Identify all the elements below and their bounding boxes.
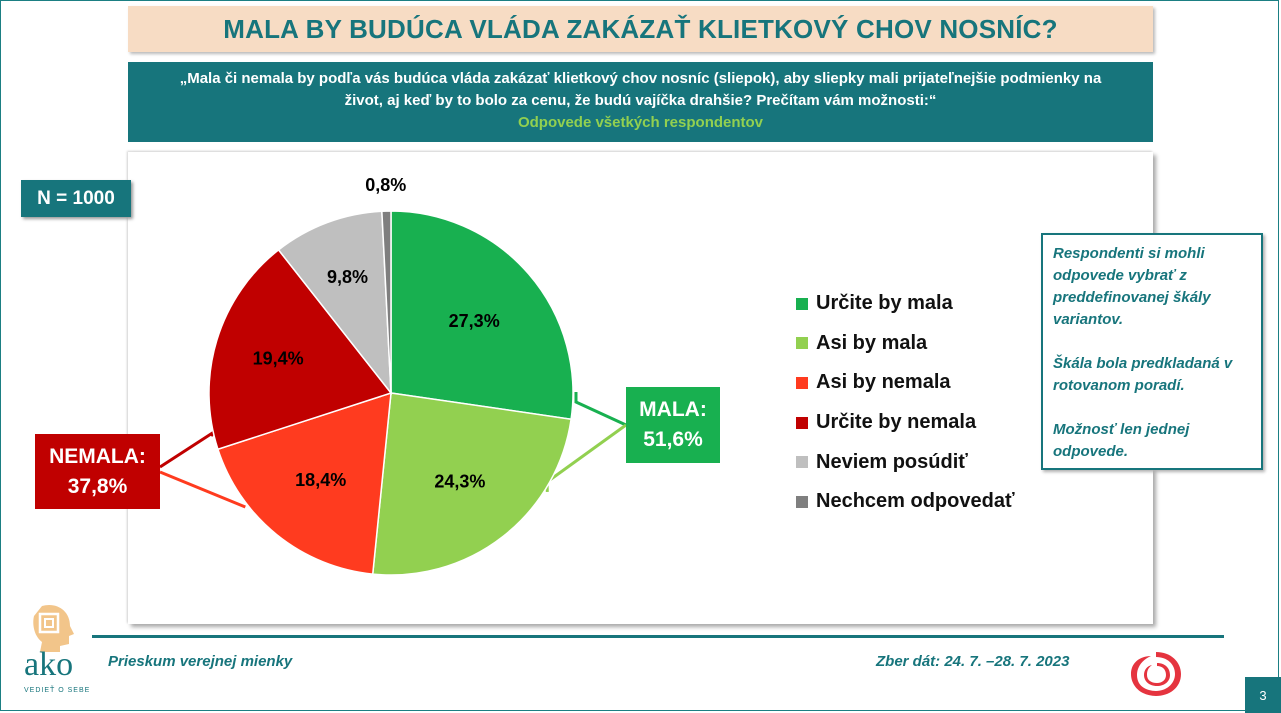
legend-swatch	[796, 495, 808, 508]
slide-title: MALA BY BUDÚCA VLÁDA ZAKÁZAŤ KLIETKOVÝ C…	[223, 13, 1058, 44]
nemala-connector-light	[159, 470, 246, 509]
mala-connector-dark	[574, 391, 627, 427]
legend-swatch	[796, 456, 808, 469]
pie-slice-6	[381, 210, 392, 394]
pie-slice-label-3: 18,4%	[295, 470, 346, 490]
legend-label: Určite by mala	[816, 292, 953, 315]
mala-label: MALA:	[639, 398, 707, 421]
pie-slice-1	[390, 210, 574, 421]
pie-slice-label-2: 24,3%	[434, 471, 485, 491]
pie-slice-label-5: 9,8%	[327, 267, 368, 287]
ako-logo-text: ako	[24, 646, 74, 683]
methodology-note: Respondenti si mohli odpovede vybrať z p…	[1041, 233, 1263, 470]
question-box: „Mala či nemala by podľa vás budúca vlád…	[128, 62, 1153, 142]
question-subtitle: Odpovede všetkých respondentov	[517, 114, 764, 131]
pie-slice-3	[216, 391, 392, 575]
title-banner: MALA BY BUDÚCA VLÁDA ZAKÁZAŤ KLIETKOVÝ C…	[128, 6, 1153, 52]
pie-slice-5	[277, 210, 392, 396]
mala-total-box: MALA: 51,6%	[626, 387, 720, 463]
pie-slice-label-6: 0,8%	[365, 175, 406, 195]
swirl-logo-icon	[1131, 652, 1181, 696]
sample-size-badge: N = 1000	[21, 180, 131, 217]
legend-label: Nechcem odpovedať	[816, 490, 1015, 513]
legend-swatch	[796, 297, 808, 310]
pie-slice-4	[208, 248, 393, 451]
legend-item: Určite by mala	[796, 284, 1015, 324]
question-line-1: „Mala či nemala by podľa vás budúca vlád…	[179, 70, 1102, 87]
legend-item: Asi by nemala	[796, 363, 1015, 403]
pie-slice-label-4: 19,4%	[253, 349, 304, 369]
note-paragraph-3: Možnosť len jednej odpovede.	[1053, 421, 1190, 460]
ako-head-logo-icon	[33, 604, 74, 652]
note-paragraph-2: Škála bola predkladaná v rotovanom porad…	[1053, 355, 1233, 394]
footer-divider	[92, 635, 1224, 638]
pie-slice-2	[371, 392, 572, 576]
footer-survey-name: Prieskum verejnej mienky	[108, 653, 293, 670]
legend-swatch	[796, 376, 808, 389]
footer-collection-date: Zber dát: 24. 7. –28. 7. 2023	[876, 653, 1070, 670]
legend-label: Asi by mala	[816, 331, 928, 354]
legend-swatch	[796, 416, 808, 429]
legend-swatch	[796, 337, 808, 350]
nemala-connector-dark	[159, 430, 216, 469]
page-number: 3	[1245, 677, 1281, 713]
legend-item: Určite by nemala	[796, 403, 1015, 443]
note-paragraph-1: Respondenti si mohli odpovede vybrať z p…	[1053, 245, 1211, 328]
legend-item: Nechcem odpovedať	[796, 482, 1015, 522]
nemala-value: 37,8%	[67, 474, 128, 498]
chart-legend: Určite by mala Asi by mala Asi by nemala Ur…	[796, 284, 1015, 522]
legend-item: Neviem posúdiť	[796, 442, 1015, 482]
legend-label: Určite by nemala	[816, 411, 977, 434]
nemala-total-box: NEMALA: 37,8%	[35, 434, 160, 509]
mala-value: 51,6%	[643, 428, 703, 451]
legend-item: Asi by mala	[796, 324, 1015, 364]
question-line-2: život, aj keď by to bolo za cenu, že bud…	[344, 92, 937, 109]
legend-label: Asi by nemala	[816, 371, 951, 394]
legend-label: Neviem posúdiť	[816, 450, 968, 473]
nemala-label: NEMALA:	[49, 444, 146, 468]
pie-slice-label-1: 27,3%	[449, 311, 500, 331]
ako-logo-tagline: VEDIEŤ O SEBE	[24, 687, 91, 694]
